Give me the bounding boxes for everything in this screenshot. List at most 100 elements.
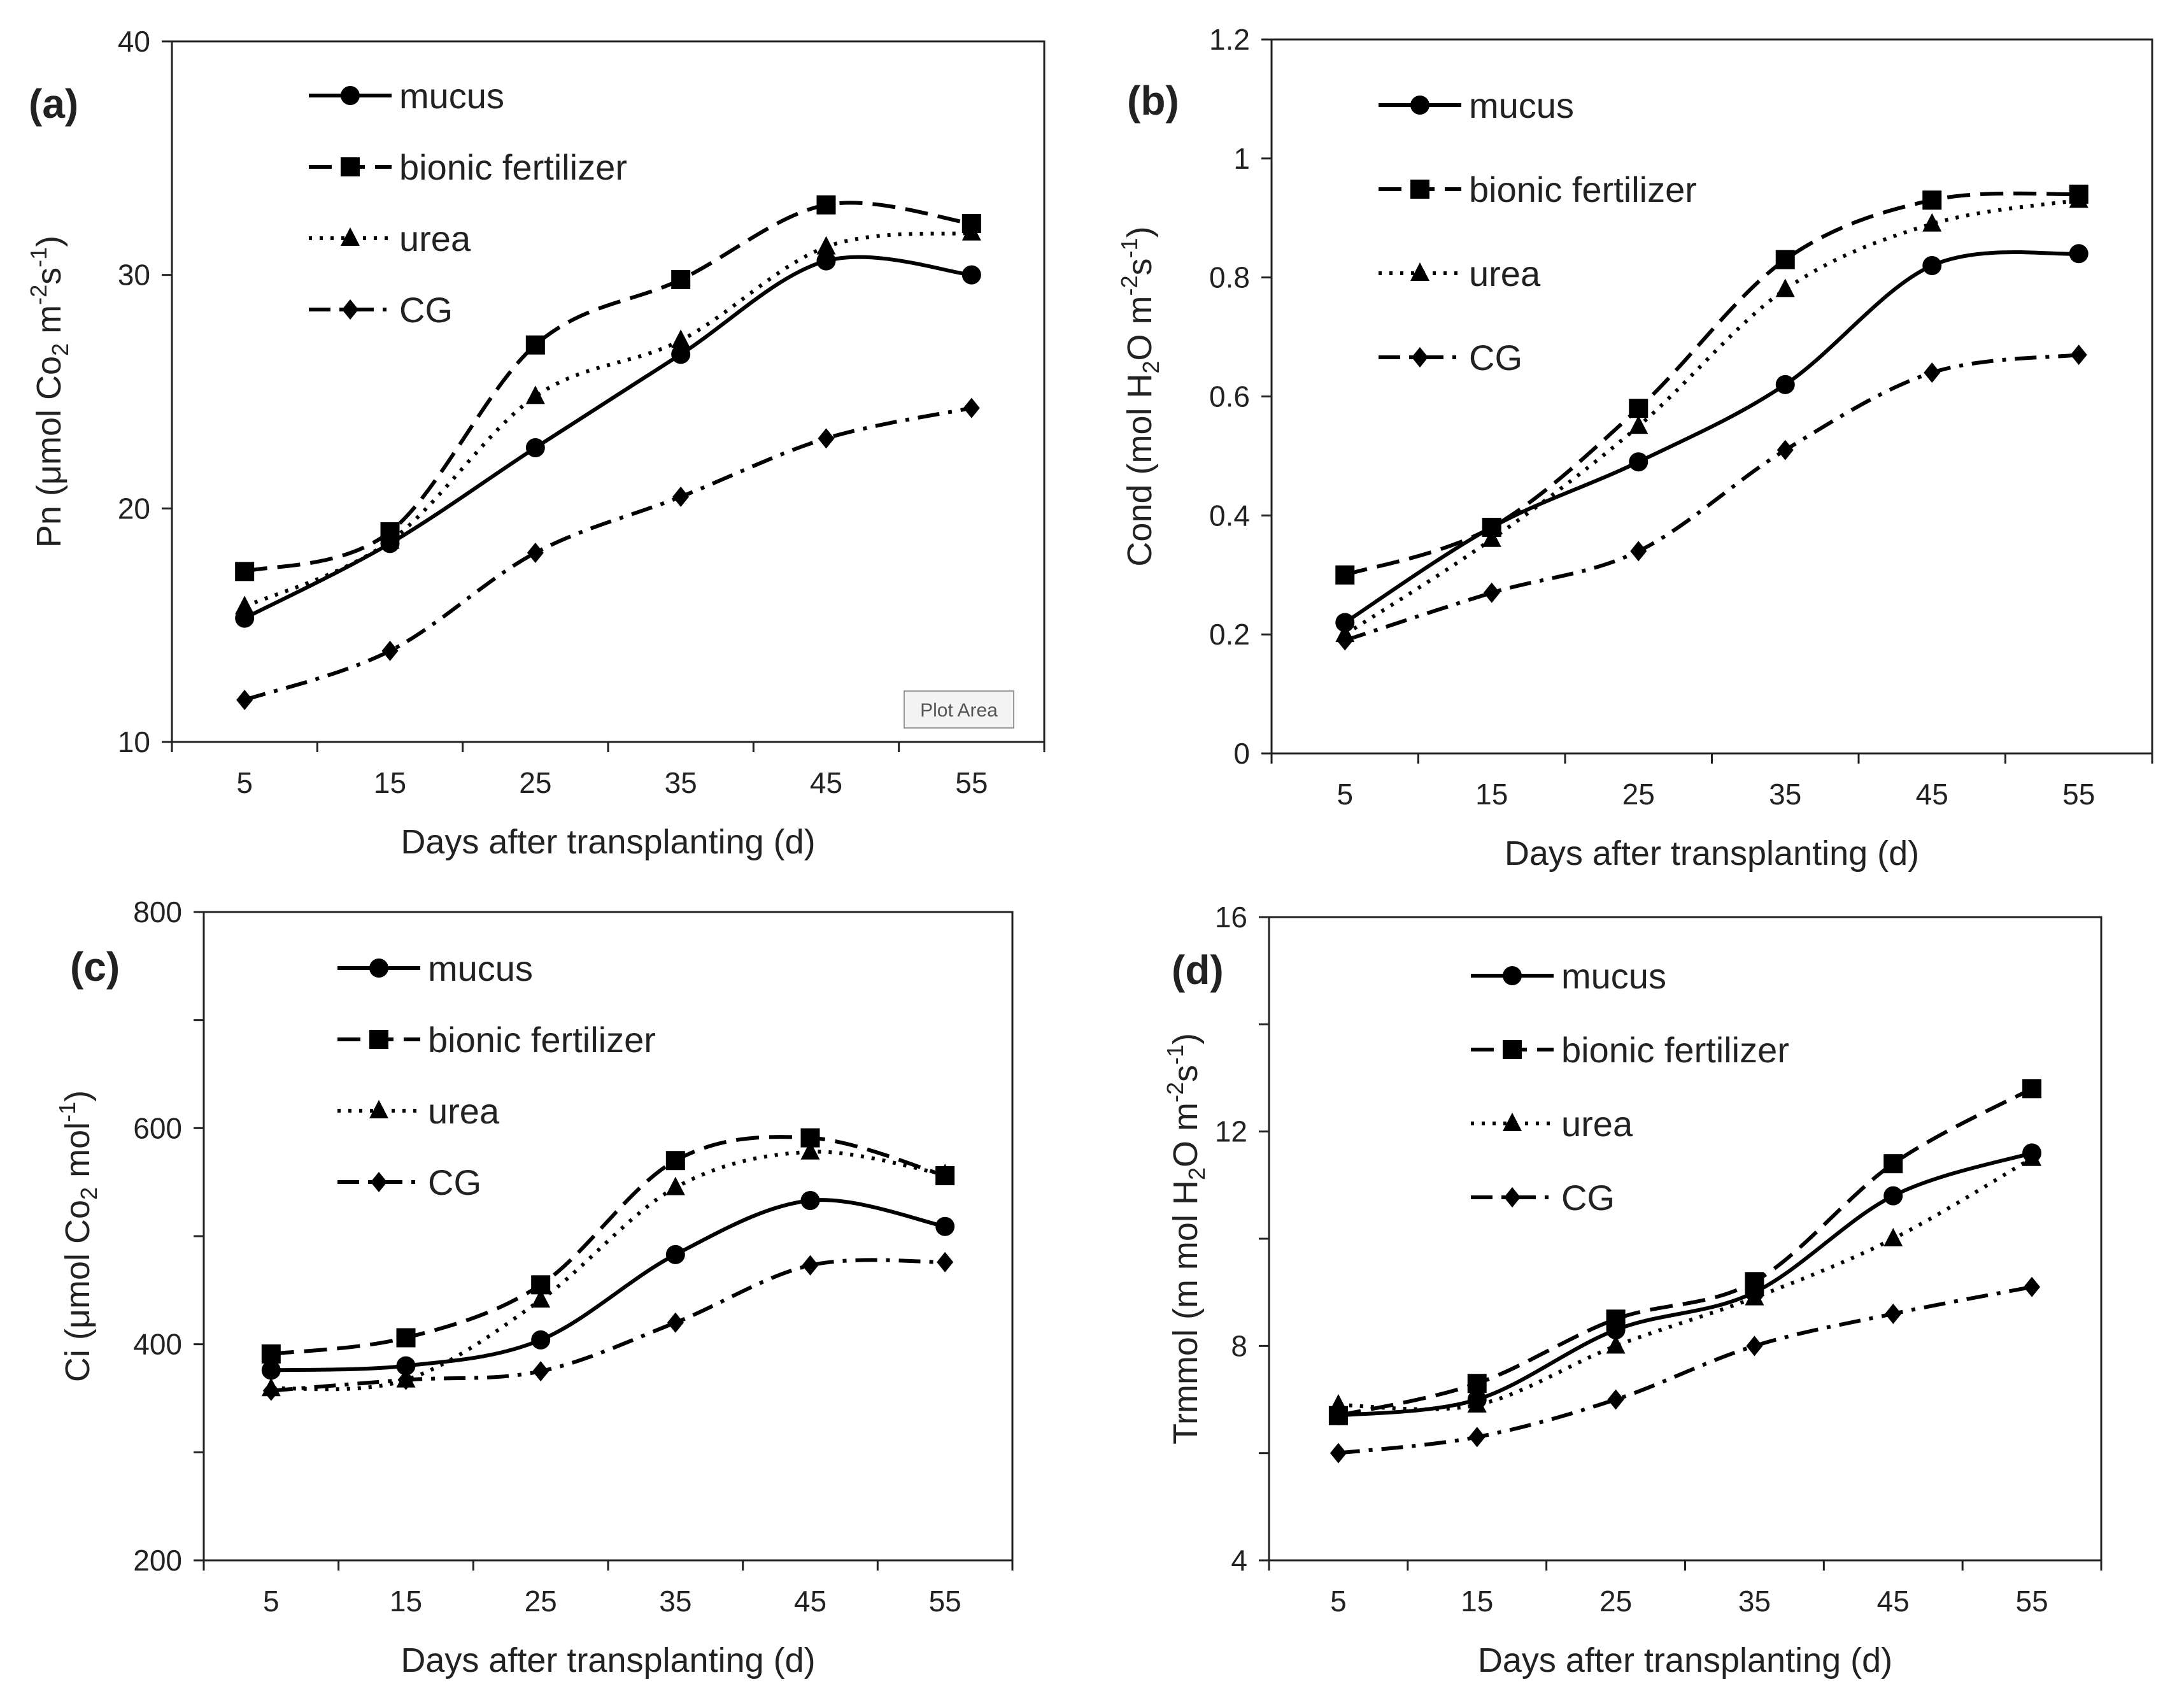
x-tick-label: 25 — [1599, 1585, 1632, 1618]
series-line — [271, 1258, 946, 1393]
series-line — [1338, 1157, 2033, 1411]
x-tick-label: 45 — [1877, 1585, 1910, 1618]
data-point — [527, 543, 544, 563]
data-point — [525, 385, 545, 404]
plot-area[interactable] — [202, 911, 1014, 1562]
data-point — [532, 1361, 550, 1382]
legend-item: bionic fertilizer — [309, 147, 627, 187]
legend-label: mucus — [428, 948, 533, 988]
x-tick-label: 55 — [929, 1585, 961, 1618]
data-point — [1922, 190, 1942, 210]
legend-item: CG — [337, 1162, 481, 1202]
data-point — [1883, 1186, 1903, 1206]
x-tick-label: 5 — [236, 766, 253, 799]
data-point — [671, 329, 691, 348]
x-tick-label: 45 — [794, 1585, 826, 1618]
data-point — [1330, 1443, 1347, 1464]
plot-area[interactable] — [1268, 916, 2102, 1562]
data-point — [1630, 541, 1647, 562]
x-tick-label: 55 — [955, 766, 988, 799]
series-line — [243, 255, 972, 620]
x-tick-label: 35 — [659, 1585, 691, 1618]
legend-marker — [1503, 966, 1522, 985]
series-line — [1344, 191, 2079, 577]
data-point — [2069, 244, 2088, 264]
series-urea — [1335, 189, 2088, 643]
legend-label: bionic fertilizer — [399, 147, 627, 187]
data-point — [2070, 345, 2087, 366]
data-point — [937, 1251, 954, 1272]
legend: mucus bionic fertilizer urea CG — [337, 948, 656, 1202]
legend-label: bionic fertilizer — [1469, 169, 1697, 210]
data-point — [2022, 1147, 2042, 1166]
legend-item: mucus — [309, 76, 504, 116]
legend-label: urea — [399, 218, 471, 259]
x-tick-label: 15 — [374, 766, 406, 799]
x-tick-label: 55 — [2062, 778, 2095, 811]
plot-area[interactable] — [1270, 38, 2153, 755]
y-tick-label: 10 — [118, 725, 150, 759]
x-tick-label: 25 — [1622, 778, 1655, 811]
data-point — [800, 1191, 820, 1211]
data-point — [2024, 1276, 2041, 1297]
y-tick-label: 0 — [1233, 737, 1250, 770]
y-axis-title: Trmmol (m mol H2O m-2s-1) — [1162, 1033, 1210, 1444]
data-point — [1745, 1286, 1764, 1306]
data-point — [665, 1244, 685, 1264]
data-point — [816, 195, 836, 215]
legend-label: mucus — [1469, 85, 1574, 125]
data-point — [672, 487, 690, 507]
data-point — [235, 595, 255, 615]
data-point — [531, 1289, 551, 1308]
data-point — [1606, 1335, 1626, 1354]
legend-marker — [1504, 1187, 1521, 1208]
series-line — [271, 1135, 946, 1356]
series-line — [1344, 353, 2080, 643]
legend-item: mucus — [1379, 85, 1574, 125]
data-point — [1924, 362, 1941, 383]
legend-label: mucus — [399, 76, 504, 116]
legend: mucus bionic fertilizer urea CG — [1471, 956, 1789, 1218]
series-line — [244, 406, 972, 702]
x-tick-label: 45 — [810, 766, 842, 799]
series-cg — [1330, 1276, 2041, 1464]
legend-marker — [1412, 347, 1428, 367]
data-point — [1883, 1228, 1903, 1246]
y-tick-label: 40 — [118, 25, 150, 58]
data-point — [1328, 1393, 1348, 1413]
legend-item: CG — [309, 290, 453, 330]
y-tick-label: 0.6 — [1209, 380, 1250, 413]
legend-item: urea — [1379, 253, 1541, 294]
x-tick-label: 15 — [1475, 778, 1508, 811]
data-point — [800, 1141, 820, 1160]
data-point — [1607, 1389, 1624, 1410]
data-point — [1746, 1336, 1763, 1357]
x-axis-title: Days after transplanting (d) — [401, 1641, 815, 1679]
legend-marker — [1410, 96, 1429, 115]
data-point — [1483, 582, 1500, 603]
series-cg — [262, 1251, 954, 1401]
panel-label: (c) — [70, 944, 120, 990]
panel-a: 10 20 30 40 5 15 25 35 45 55 Days after transplant… — [25, 25, 1046, 861]
x-tick-label: 15 — [390, 1585, 422, 1618]
plot-area[interactable] — [171, 40, 1046, 743]
legend-marker — [1410, 262, 1429, 281]
data-point — [935, 1164, 955, 1183]
series-line — [1338, 1285, 2032, 1455]
data-point — [671, 270, 691, 289]
data-point — [262, 1380, 280, 1401]
panel-label: (d) — [1172, 947, 1224, 993]
data-point — [816, 251, 836, 271]
series-urea — [1328, 1147, 2042, 1413]
y-tick-label: 20 — [118, 492, 150, 525]
legend-item: urea — [1471, 1104, 1633, 1144]
x-tick-label: 35 — [665, 766, 697, 799]
data-point — [235, 562, 255, 581]
data-point — [397, 1369, 415, 1390]
legend-item: mucus — [1471, 956, 1666, 996]
data-point — [818, 428, 835, 449]
y-tick-label: 800 — [133, 895, 182, 929]
data-point — [2022, 1079, 2042, 1099]
